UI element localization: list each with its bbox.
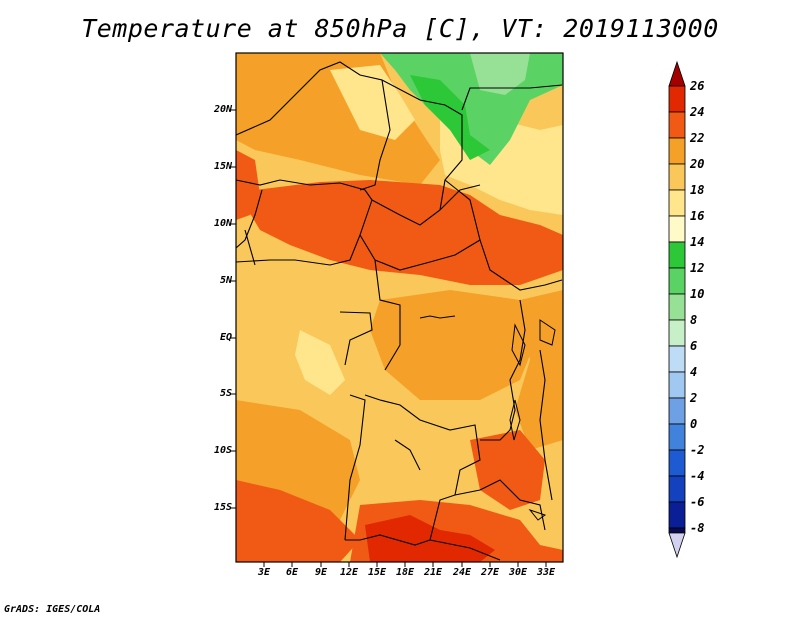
colorbar-label: 2 xyxy=(690,391,698,405)
colorbar-label: -8 xyxy=(690,521,705,535)
credit-text: GrADS: IGES/COLA xyxy=(4,604,101,615)
colorbar-cell xyxy=(668,475,686,503)
colorbar-cell xyxy=(668,397,686,425)
lat-label: 5N xyxy=(219,275,232,286)
lakes xyxy=(419,315,556,521)
lon-label: 24E xyxy=(452,567,472,578)
colorbar-label: 4 xyxy=(690,365,698,379)
colorbar-label: -4 xyxy=(690,469,705,483)
colorbar-cell xyxy=(668,111,686,139)
lon-label: 12E xyxy=(339,567,359,578)
colorbar-label: -6 xyxy=(690,495,705,509)
field-hot-sahel xyxy=(245,180,563,285)
plot-title: Temperature at 850hPa [C], VT: 201911300… xyxy=(81,14,719,43)
colorbar-cap-top xyxy=(668,60,686,87)
colorbar-cell xyxy=(668,241,686,269)
lon-label: 21E xyxy=(423,567,443,578)
colorbar-cell xyxy=(668,163,686,191)
lat-label: 15S xyxy=(213,502,232,513)
lon-label: 6E xyxy=(285,567,299,578)
colorbar-label: 24 xyxy=(690,105,705,119)
colorbar-label: 22 xyxy=(690,131,705,145)
colorbar-label: 8 xyxy=(690,313,698,327)
colorbar-label: -2 xyxy=(690,443,705,457)
colorbar-cell xyxy=(668,423,686,451)
country-borders xyxy=(236,61,563,561)
lat-ticks xyxy=(231,109,236,509)
lat-label: EQ xyxy=(219,332,232,343)
colorbar-cell xyxy=(668,215,686,243)
field-warm-congo xyxy=(370,290,540,400)
lon-ticks xyxy=(263,562,547,567)
colorbar-cell xyxy=(668,527,686,534)
colorbar-cell xyxy=(668,371,686,399)
colorbar-label: 10 xyxy=(690,287,705,301)
colorbar-label: 18 xyxy=(690,183,705,197)
colorbar-label: 26 xyxy=(690,79,705,93)
field-hot-se xyxy=(470,430,545,510)
colorbar-label: 12 xyxy=(690,261,705,275)
lon-label: 27E xyxy=(480,567,500,578)
colorbar-cell xyxy=(668,189,686,217)
lat-label: 15N xyxy=(213,161,232,172)
lon-label: 30E xyxy=(508,567,528,578)
lon-label: 15E xyxy=(367,567,387,578)
lat-label: 10S xyxy=(213,445,232,456)
lat-label: 20N xyxy=(213,104,232,115)
field-cool-coast xyxy=(295,330,345,395)
colorbar-label: 20 xyxy=(690,157,705,171)
lon-label: 33E xyxy=(536,567,556,578)
lat-label: 5S xyxy=(219,388,232,399)
colorbar-label: 6 xyxy=(690,339,698,353)
field-dark-green xyxy=(410,75,490,160)
map-frame xyxy=(235,52,564,563)
colorbar-label: 14 xyxy=(690,235,705,249)
field-hot-sw xyxy=(236,480,360,562)
field-hot-west xyxy=(236,150,260,220)
lon-label: 18E xyxy=(395,567,415,578)
colorbar-cell xyxy=(668,319,686,347)
colorbar-label: 16 xyxy=(690,209,705,223)
colorbar-cap-bottom xyxy=(668,532,686,559)
lat-label: 10N xyxy=(213,218,232,229)
colorbar-cell xyxy=(668,345,686,373)
field-warm-east xyxy=(515,290,563,450)
colorbar-label: 0 xyxy=(690,417,698,431)
colorbar xyxy=(668,60,686,559)
colorbar-cell xyxy=(668,293,686,321)
colorbar-cell xyxy=(668,137,686,165)
lon-label: 9E xyxy=(314,567,328,578)
colorbar-cell xyxy=(668,501,686,529)
lon-label: 3E xyxy=(257,567,271,578)
colorbar-cell xyxy=(668,449,686,477)
colorbar-cell xyxy=(668,85,686,113)
colorbar-cell xyxy=(668,267,686,295)
field-cool-band xyxy=(330,65,415,140)
field-light-green xyxy=(470,53,530,95)
